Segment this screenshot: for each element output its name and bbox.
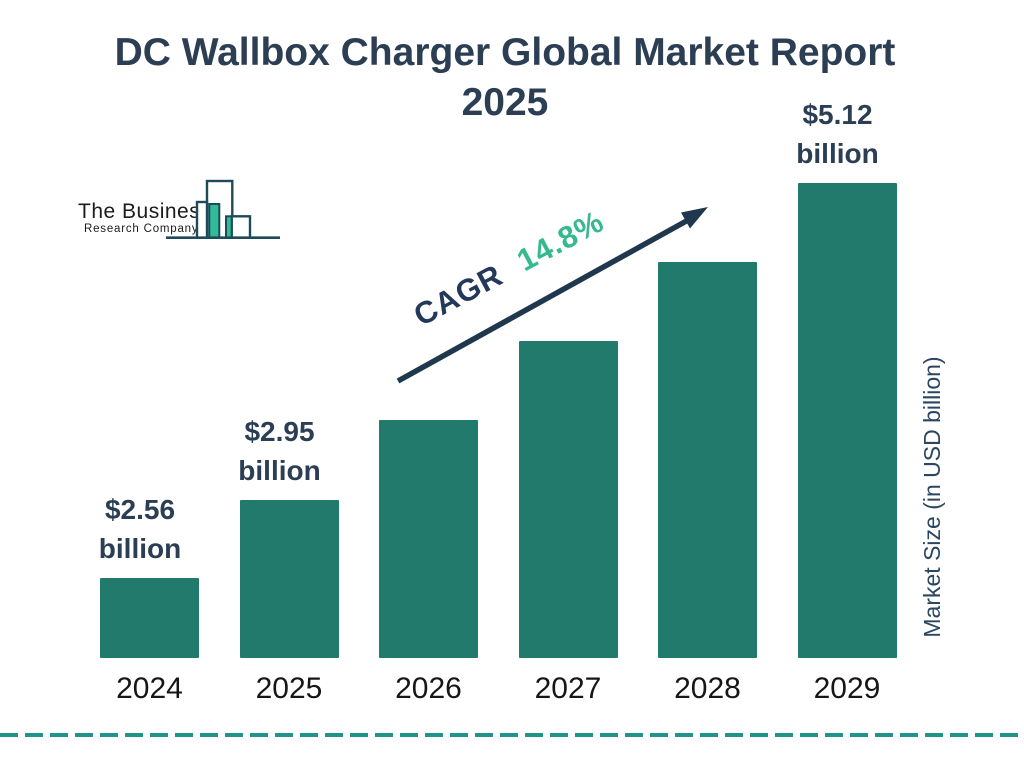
cagr-annotation: CAGR 14.8% bbox=[408, 203, 610, 333]
x-tick-2028: 2028 bbox=[674, 672, 741, 705]
x-tick-2026: 2026 bbox=[395, 672, 462, 705]
x-tick-2027: 2027 bbox=[534, 672, 602, 705]
bar-2026 bbox=[379, 420, 478, 658]
bar-2025 bbox=[239, 500, 339, 658]
page-title: DC Wallbox Charger Global Market Report … bbox=[0, 28, 1010, 128]
bar-2027 bbox=[518, 341, 618, 658]
cagr-label: CAGR bbox=[408, 257, 509, 333]
brand-name: The Business bbox=[78, 200, 212, 223]
bar-2028 bbox=[658, 262, 757, 658]
page-title-line2: 2025 bbox=[461, 81, 549, 124]
logo-bar-chart-icon bbox=[166, 179, 280, 239]
value-label-2025: $2.95 billion bbox=[238, 416, 321, 486]
value-label-2024: $2.56 billion bbox=[98, 494, 182, 564]
x-tick-2029: 2029 bbox=[813, 672, 881, 705]
x-tick-2025: 2025 bbox=[255, 672, 323, 705]
cagr-value: 14.8% bbox=[511, 203, 610, 279]
bar-2029 bbox=[797, 183, 897, 658]
company-logo: The Business Research Company bbox=[72, 179, 287, 248]
value-label-2029: $5.12 billion bbox=[796, 99, 879, 169]
bar-2024 bbox=[100, 578, 199, 658]
x-tick-2024: 2024 bbox=[116, 672, 183, 705]
y-axis-label: Market Size (in USD billion) bbox=[919, 356, 945, 638]
brand-subname: Research Company bbox=[84, 223, 199, 235]
page-title-line1: DC Wallbox Charger Global Market Report bbox=[114, 31, 896, 74]
bottom-dashed-divider bbox=[0, 733, 1024, 737]
